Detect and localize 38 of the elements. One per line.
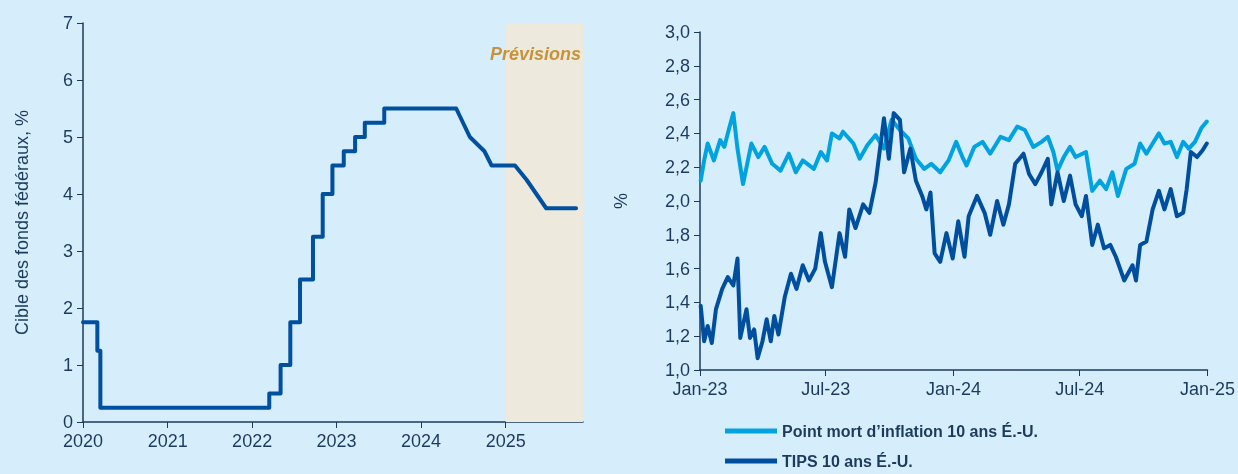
line-series — [81, 106, 579, 410]
y-tick-label: 2,4 — [664, 123, 690, 144]
y-axis-title: % — [611, 192, 631, 210]
line-series — [698, 111, 1209, 361]
x-tick-label: 2023 — [316, 431, 357, 451]
x-tick-label: Jul-24 — [1055, 379, 1105, 399]
y-tick-label: 2 — [62, 298, 73, 318]
y-tick-label: 1,0 — [664, 360, 690, 380]
y-tick-label: 7 — [62, 13, 73, 33]
band-label: Prévisions — [489, 44, 581, 64]
y-tick-label: 2,8 — [664, 55, 690, 76]
y-axis-title: Cible des fonds fédéraux, % — [12, 109, 32, 336]
y-tick-label: 4 — [62, 184, 73, 204]
line-series — [698, 111, 1209, 198]
x-tick-label: Jan-25 — [1179, 379, 1235, 399]
legend-label: Point mort d’inflation 10 ans É.-U. — [782, 421, 1039, 440]
y-tick-label: 1,2 — [664, 326, 690, 347]
x-tick-label: Jan-24 — [925, 379, 981, 399]
y-tick-label: 5 — [62, 127, 73, 147]
y-tick-label: 0 — [62, 412, 73, 432]
y-tick-label: 1 — [62, 355, 73, 375]
y-tick-label: 1,4 — [664, 292, 690, 313]
y-tick-label: 2,0 — [664, 191, 690, 211]
y-tick-label: 6 — [62, 70, 73, 90]
x-tick-label: Jan-23 — [672, 379, 728, 399]
y-tick-label: 1,6 — [664, 258, 690, 279]
x-tick-label: 2020 — [62, 431, 104, 451]
x-tick-label: 2024 — [401, 431, 442, 451]
y-tick-label: 1,8 — [664, 224, 690, 245]
x-tick-label: 2022 — [232, 431, 273, 451]
legend-label: TIPS 10 ans É.-U. — [782, 451, 913, 470]
y-tick-label: 3,0 — [664, 22, 690, 42]
y-tick-label: 2,2 — [664, 157, 690, 178]
y-tick-label: 3 — [62, 241, 73, 261]
x-tick-label: 2021 — [147, 431, 188, 451]
x-tick-label: Jul-23 — [801, 379, 851, 399]
y-tick-label: 2,6 — [664, 89, 690, 110]
x-tick-label: 2025 — [485, 431, 526, 451]
